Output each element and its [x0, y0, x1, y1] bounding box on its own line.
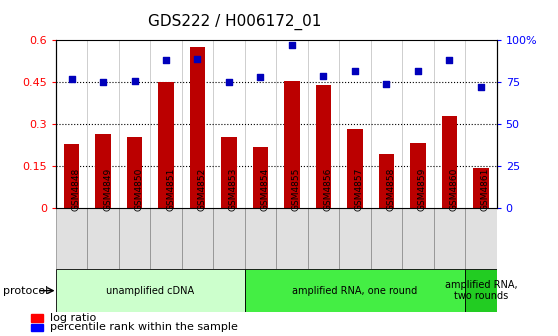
Bar: [87, 208, 119, 269]
Bar: [307, 208, 339, 269]
Bar: [31, 324, 43, 331]
Text: GDS222 / H006172_01: GDS222 / H006172_01: [148, 13, 321, 30]
Text: protocol: protocol: [3, 286, 48, 296]
Point: [477, 85, 485, 90]
Point: [256, 75, 265, 80]
Bar: [339, 208, 371, 269]
Bar: [402, 208, 434, 269]
Point: [224, 80, 233, 85]
Text: log ratio: log ratio: [50, 313, 96, 323]
Text: amplified RNA,
two rounds: amplified RNA, two rounds: [445, 280, 517, 301]
Bar: [56, 208, 87, 269]
Bar: [371, 208, 402, 269]
Bar: [56, 269, 245, 312]
Text: GSM4848: GSM4848: [71, 168, 80, 211]
Text: unamplified cDNA: unamplified cDNA: [106, 286, 194, 296]
Bar: [95, 134, 111, 208]
Bar: [347, 128, 363, 208]
Text: GSM4849: GSM4849: [103, 168, 112, 211]
Bar: [434, 208, 465, 269]
Point: [445, 58, 454, 63]
Bar: [158, 82, 174, 208]
Point: [99, 80, 108, 85]
Bar: [127, 137, 142, 208]
Text: GSM4854: GSM4854: [261, 168, 270, 211]
Point: [413, 68, 422, 73]
Text: GSM4850: GSM4850: [134, 168, 143, 211]
Bar: [245, 208, 276, 269]
Point: [130, 78, 139, 83]
Bar: [378, 154, 395, 208]
Text: GSM4852: GSM4852: [198, 168, 206, 211]
Bar: [150, 208, 182, 269]
Bar: [276, 208, 307, 269]
Point: [287, 43, 296, 48]
Text: GSM4858: GSM4858: [386, 168, 396, 211]
Bar: [64, 144, 79, 208]
Bar: [190, 47, 205, 208]
Bar: [410, 142, 426, 208]
Point: [319, 73, 328, 78]
Bar: [465, 208, 497, 269]
Text: amplified RNA, one round: amplified RNA, one round: [292, 286, 417, 296]
Bar: [221, 137, 237, 208]
Text: GSM4857: GSM4857: [355, 168, 364, 211]
Bar: [465, 269, 497, 312]
Bar: [182, 208, 213, 269]
Text: GSM4851: GSM4851: [166, 168, 175, 211]
Point: [382, 81, 391, 87]
Bar: [316, 85, 331, 208]
Text: GSM4859: GSM4859: [418, 168, 427, 211]
Bar: [441, 116, 457, 208]
Point: [67, 76, 76, 82]
Text: GSM4856: GSM4856: [324, 168, 333, 211]
Point: [193, 56, 202, 61]
Bar: [473, 168, 489, 208]
Bar: [31, 314, 43, 322]
Text: percentile rank within the sample: percentile rank within the sample: [50, 323, 238, 332]
Point: [350, 68, 359, 73]
Text: GSM4853: GSM4853: [229, 168, 238, 211]
Bar: [245, 269, 465, 312]
Bar: [253, 147, 268, 208]
Text: GSM4860: GSM4860: [449, 168, 458, 211]
Text: GSM4855: GSM4855: [292, 168, 301, 211]
Bar: [213, 208, 245, 269]
Text: GSM4861: GSM4861: [481, 168, 490, 211]
Bar: [119, 208, 150, 269]
Point: [162, 58, 171, 63]
Bar: [284, 81, 300, 208]
